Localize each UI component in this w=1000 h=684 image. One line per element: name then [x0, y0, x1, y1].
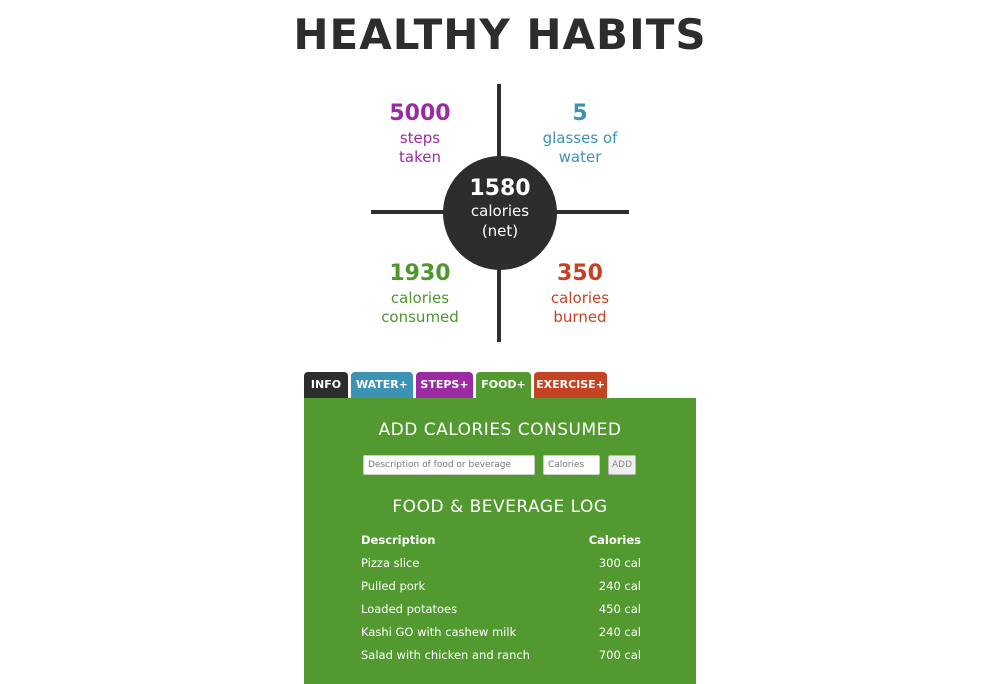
- steps-value: 5000: [389, 101, 451, 126]
- burned-summary: 350 calories burned: [510, 259, 650, 327]
- net-calories-circle: 1580 calories (net): [443, 156, 557, 270]
- water-label-line2: water: [558, 148, 602, 166]
- burned-label-line1: calories: [550, 289, 610, 307]
- food-description: Kashi GO with cashew milk: [361, 624, 517, 639]
- net-calories-label-line2: (net): [481, 222, 519, 240]
- table-row: Kashi GO with cashew milk 240 cal: [358, 620, 644, 643]
- net-calories-label-line1: calories: [470, 202, 530, 220]
- consumed-label-line2: consumed: [381, 308, 459, 326]
- food-calories: 300 cal: [598, 555, 641, 570]
- steps-label-line1: steps: [399, 129, 441, 147]
- food-description: Pulled pork: [361, 578, 426, 593]
- tab-food[interactable]: FOOD+: [476, 372, 531, 400]
- page-title: HEALTHY HABITS: [293, 10, 707, 59]
- tab-info[interactable]: INFO: [304, 372, 348, 398]
- add-button[interactable]: ADD: [608, 455, 636, 475]
- calories-input[interactable]: [543, 455, 600, 475]
- water-label-line1: glasses of: [542, 129, 618, 147]
- water-summary: 5 glasses of water: [510, 99, 650, 167]
- burned-label-line2: burned: [553, 308, 607, 326]
- burned-value: 350: [557, 261, 603, 286]
- food-calories: 700 cal: [598, 647, 641, 662]
- food-log-heading: FOOD & BEVERAGE LOG: [392, 497, 608, 517]
- table-row: Pizza slice 300 cal: [358, 551, 644, 574]
- steps-summary: 5000 steps taken: [350, 99, 490, 167]
- table-row: Loaded potatoes 450 cal: [358, 597, 644, 620]
- food-description: Salad with chicken and ranch: [361, 647, 530, 662]
- food-calories: 240 cal: [598, 578, 641, 593]
- food-calories: 450 cal: [598, 601, 641, 616]
- food-calories: 240 cal: [598, 624, 641, 639]
- column-header-calories: Calories: [588, 532, 641, 547]
- tab-steps[interactable]: STEPS+: [416, 372, 473, 398]
- food-log-table: Description Calories Pizza slice 300 cal…: [358, 528, 644, 666]
- table-row: Salad with chicken and ranch 700 cal: [358, 643, 644, 666]
- food-panel: ADD CALORIES CONSUMED ADD FOOD & BEVERAG…: [304, 398, 696, 684]
- consumed-summary: 1930 calories consumed: [350, 259, 490, 327]
- table-header-row: Description Calories: [358, 528, 644, 551]
- tab-exercise[interactable]: EXERCISE+: [534, 372, 607, 398]
- table-row: Pulled pork 240 cal: [358, 574, 644, 597]
- water-value: 5: [572, 101, 588, 126]
- food-description: Pizza slice: [361, 555, 420, 570]
- food-description: Loaded potatoes: [361, 601, 458, 616]
- net-calories-value: 1580: [469, 176, 531, 201]
- steps-label-line2: taken: [399, 148, 441, 166]
- consumed-label-line1: calories: [390, 289, 450, 307]
- column-header-description: Description: [361, 532, 436, 547]
- consumed-value: 1930: [389, 261, 451, 286]
- add-calories-heading: ADD CALORIES CONSUMED: [378, 420, 622, 440]
- tab-water[interactable]: WATER+: [351, 372, 413, 398]
- food-description-input[interactable]: [363, 455, 535, 475]
